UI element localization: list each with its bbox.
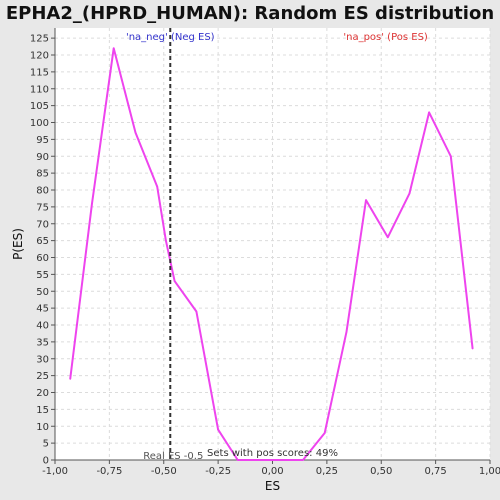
data-point [428, 111, 430, 114]
data-point [408, 192, 411, 195]
data-point [323, 432, 326, 434]
pos-scores-label: Sets with pos scores: 49% [207, 448, 338, 459]
data-point [365, 199, 367, 201]
data-point [69, 378, 72, 380]
y-tick-label: 95 [36, 135, 49, 146]
data-point [302, 459, 304, 461]
y-tick-label: 105 [30, 101, 49, 112]
y-tick-label: 5 [43, 439, 49, 450]
series [69, 47, 474, 461]
y-tick-label: 40 [36, 321, 49, 332]
y-tick-label: 120 [30, 51, 49, 62]
data-point [165, 239, 167, 242]
data-point [236, 459, 239, 461]
data-point [450, 155, 452, 158]
data-point [91, 202, 93, 205]
x-tick-label: -0,50 [151, 466, 177, 477]
y-tick-label: 115 [30, 67, 49, 78]
y-tick-label: 35 [36, 337, 49, 348]
axes: 0 5 10 15 20 25 30 35 40 45 50 55 60 65 70 75 80 85 90 95 10… [30, 28, 500, 477]
pos-es-label: 'na_pos' (Pos ES) [343, 32, 428, 43]
data-point [156, 185, 159, 188]
data-point [280, 459, 283, 461]
y-tick-label: 25 [36, 371, 49, 382]
y-tick-label: 85 [36, 169, 49, 180]
x-tick-label: 1,00 [479, 466, 500, 477]
y-tick-label: 125 [30, 34, 49, 45]
y-tick-label: 45 [36, 304, 49, 315]
x-tick-label: 0,00 [261, 466, 283, 477]
neg-es-label: 'na_neg' (Neg ES) [126, 32, 215, 43]
y-tick-label: 55 [36, 270, 49, 281]
x-tick-label: -0,75 [96, 466, 122, 477]
data-point [386, 236, 389, 239]
data-point [217, 428, 219, 431]
y-tick-label: 10 [36, 422, 49, 433]
x-axis-label: ES [265, 479, 280, 493]
data-point [173, 280, 176, 282]
real-es-label: Real ES -0.5 [143, 451, 203, 462]
y-tick-label: 0 [43, 456, 49, 467]
x-tick-label: 0,50 [370, 466, 392, 477]
data-point [345, 330, 348, 333]
x-tick-label: -1,00 [42, 466, 68, 477]
grid [54, 28, 491, 461]
y-axis-label: P(ES) [11, 228, 25, 260]
y-tick-label: 80 [36, 186, 49, 197]
y-tick-label: 65 [36, 236, 49, 247]
data-point [134, 131, 137, 134]
y-tick-label: 60 [36, 253, 49, 264]
x-tick-label: -0,25 [205, 466, 231, 477]
data-point [195, 310, 198, 313]
data-point [471, 347, 474, 350]
y-tick-label: 110 [30, 84, 49, 95]
y-tick-label: 30 [36, 354, 49, 365]
y-tick-label: 15 [36, 405, 49, 416]
data-point [112, 47, 115, 50]
y-tick-label: 90 [36, 152, 49, 163]
y-tick-label: 50 [36, 287, 49, 298]
y-tick-label: 75 [36, 202, 49, 213]
y-tick-label: 70 [36, 219, 49, 230]
chart-title: EPHA2_(HPRD_HUMAN): Random ES distributi… [6, 3, 494, 24]
data-point [258, 459, 261, 461]
x-tick-label: 0,75 [424, 466, 446, 477]
y-tick-label: 20 [36, 388, 49, 399]
x-tick-label: 0,25 [316, 466, 338, 477]
y-tick-label: 100 [30, 118, 49, 129]
